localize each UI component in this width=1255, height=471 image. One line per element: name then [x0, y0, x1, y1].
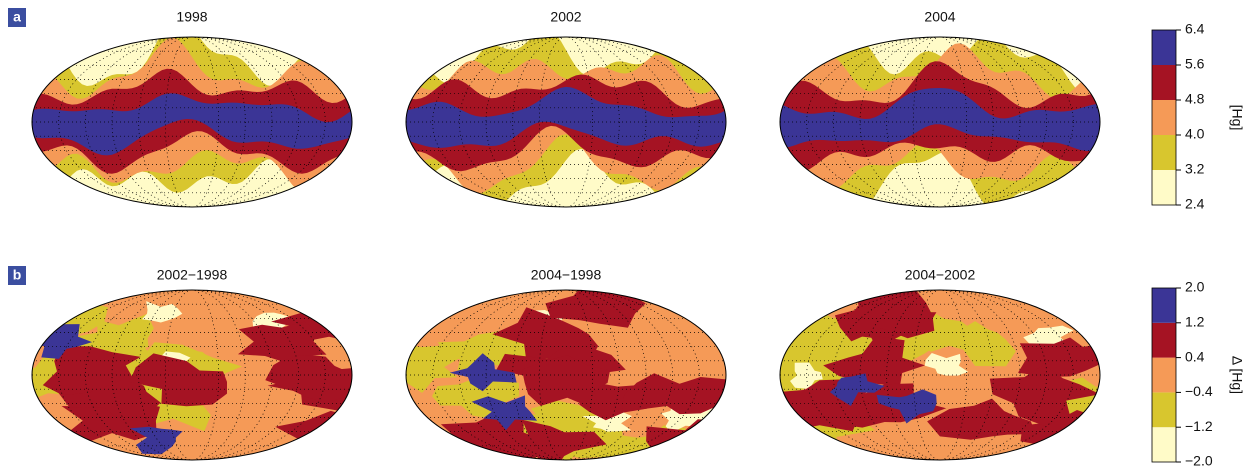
contour-map	[406, 28, 726, 214]
colorbar-segment	[1152, 323, 1176, 358]
map-title: 2002	[550, 9, 581, 25]
colorbar-segment	[1152, 65, 1176, 100]
colorbar-segment	[1152, 100, 1176, 135]
panel-label: b	[13, 267, 22, 283]
map-title: 2004−1998	[531, 267, 602, 283]
map-title: 2002−1998	[157, 267, 228, 283]
colorbar-segment	[1152, 288, 1176, 323]
colorbar-segment	[1152, 427, 1176, 462]
colorbar-tick-label: 2.4	[1185, 196, 1205, 212]
colorbar-tick-label: 5.6	[1185, 56, 1205, 72]
map-title: 1998	[176, 9, 207, 25]
colorbar-segment	[1152, 392, 1176, 427]
colorbar-segment	[1152, 30, 1176, 65]
contour-map	[32, 14, 352, 207]
contour-map	[0, 290, 383, 466]
colorbar-tick-label: 2.0	[1185, 279, 1205, 295]
contour-region	[795, 433, 832, 457]
colorbar-segment	[1152, 358, 1176, 393]
colorbar-tick-label: −1.2	[1185, 418, 1213, 434]
colorbar-tick-label: −0.4	[1185, 383, 1213, 399]
colorbar-tick-label: 0.4	[1185, 348, 1205, 364]
colorbar-tick-label: 6.4	[1185, 21, 1205, 37]
map-title: 2004−2002	[905, 267, 976, 283]
colorbar-segment	[1152, 135, 1176, 170]
colorbar-tick-label: 4.8	[1185, 91, 1205, 107]
colorbar-tick-label: 1.2	[1185, 314, 1205, 330]
colorbar-segment	[1152, 170, 1176, 205]
figure: a 1998 2002 2004 2.4 3.2 4.0 4.8 5.6 6.4 [Hg] b 2002…	[0, 0, 1255, 466]
contour-map	[375, 287, 753, 466]
colorbar-tick-label: 4.0	[1185, 126, 1205, 142]
colorbar-label: [Hg]	[1229, 105, 1245, 131]
contour-map	[759, 287, 1128, 466]
panel-label: a	[13, 9, 21, 25]
colorbar-tick-label: −2.0	[1185, 453, 1213, 466]
colorbar-tick-label: 3.2	[1185, 161, 1205, 177]
map-title: 2004	[924, 9, 955, 25]
colorbar-label: Δ [Hg]	[1229, 356, 1245, 394]
